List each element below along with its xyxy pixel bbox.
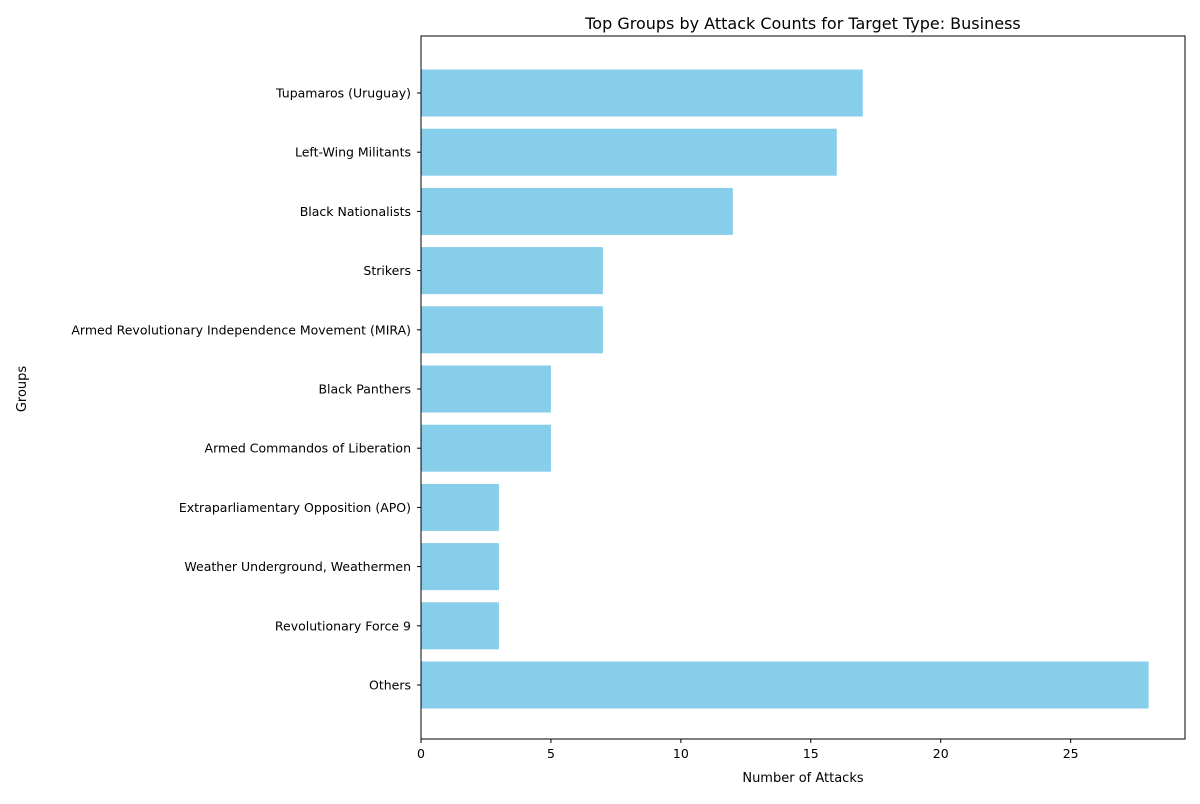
x-tick-label: 20 xyxy=(933,746,949,761)
x-tick-label: 15 xyxy=(803,746,819,761)
bar-9 xyxy=(421,602,499,650)
y-tick-label: Tupamaros (Uruguay) xyxy=(275,86,411,101)
y-axis-ticks: Tupamaros (Uruguay) Left-Wing Militants Bl… xyxy=(71,86,421,693)
y-tick-label: Others xyxy=(369,678,411,693)
y-tick-label: Armed Commandos of Liberation xyxy=(205,441,411,456)
plot-area-frame xyxy=(420,35,1186,740)
x-tick-label: 0 xyxy=(417,746,425,761)
bar-6 xyxy=(421,424,551,472)
x-tick-label: 25 xyxy=(1063,746,1079,761)
bar-8 xyxy=(421,543,499,591)
bar-2 xyxy=(421,187,733,235)
y-tick-label: Black Nationalists xyxy=(300,204,411,219)
y-axis-label: Groups xyxy=(15,366,30,413)
y-tick-label: Extraparliamentary Opposition (APO) xyxy=(179,500,411,515)
bar-0 xyxy=(421,69,863,117)
chart-title: Top Groups by Attack Counts for Target T… xyxy=(584,14,1020,33)
y-tick-label: Strikers xyxy=(363,263,411,278)
y-tick-label: Revolutionary Force 9 xyxy=(275,618,411,633)
x-axis-ticks: 0 5 10 15 20 25 xyxy=(417,739,1079,761)
bar-4 xyxy=(421,306,603,354)
bar-3 xyxy=(421,247,603,295)
bar-10 xyxy=(421,661,1149,709)
bars-layer xyxy=(421,69,1149,709)
y-tick-label: Left-Wing Militants xyxy=(295,145,411,160)
bar-1 xyxy=(421,128,837,176)
x-tick-label: 5 xyxy=(547,746,555,761)
y-tick-label: Black Panthers xyxy=(318,382,411,397)
bar-7 xyxy=(421,483,499,531)
x-tick-label: 10 xyxy=(673,746,689,761)
x-axis-label: Number of Attacks xyxy=(742,771,864,786)
y-tick-label: Weather Underground, Weathermen xyxy=(184,559,411,574)
bar-5 xyxy=(421,365,551,413)
y-tick-label: Armed Revolutionary Independence Movemen… xyxy=(71,322,411,337)
